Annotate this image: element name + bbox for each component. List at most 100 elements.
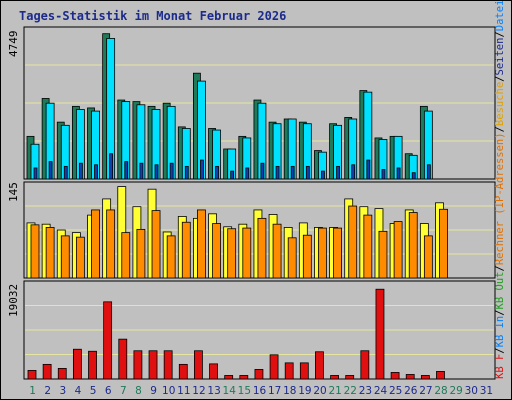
x-tick-label: 7 (120, 385, 127, 397)
bar-rechner (106, 209, 116, 279)
bar-seiten (33, 167, 38, 180)
bar-seiten (381, 169, 386, 180)
bar-seiten (245, 167, 250, 180)
bar-kb (57, 368, 67, 380)
x-tick-label: 22 (344, 385, 357, 397)
bar-rechner (318, 227, 327, 279)
bar-rechner (75, 236, 85, 279)
bar-rechner (242, 227, 252, 279)
y-axis-max-label: 19032 (7, 283, 20, 317)
bar-kb (178, 363, 188, 380)
bar-rechner (60, 235, 70, 279)
bar-seiten (426, 164, 431, 180)
bar-seiten (260, 162, 265, 180)
bar-kb (42, 363, 52, 380)
bar-seiten (366, 159, 371, 180)
bar-kb (330, 375, 339, 380)
bar-seiten (78, 162, 83, 180)
legend-vertical: KB F/KB In/KB Out/Rechner (IP-Adressen)/… (494, 1, 506, 379)
bar-seiten (396, 167, 401, 180)
bar-kb (27, 370, 37, 380)
bar-rechner (272, 223, 282, 279)
bar-seiten (230, 170, 235, 180)
bar-rechner (348, 205, 358, 279)
x-tick-label: 12 (192, 385, 205, 397)
x-tick-label: 25 (389, 385, 402, 397)
bar-kb (103, 301, 113, 380)
bar-seiten (48, 161, 53, 180)
bar-rechner (333, 227, 342, 279)
bar-rechner (45, 227, 55, 279)
bar-kb (299, 362, 309, 380)
bar-seiten (215, 165, 219, 180)
legend-entry: Besuche (494, 81, 506, 127)
bar-kb (118, 338, 128, 380)
bar-rechner (91, 209, 100, 279)
x-tick-label: 5 (90, 385, 97, 397)
bar-rechner (227, 228, 237, 279)
bar-kb (72, 348, 82, 380)
legend-entry: / (494, 31, 506, 38)
bar-rechner (121, 232, 131, 279)
bar-kb (420, 375, 430, 380)
x-tick-label: 6 (105, 385, 112, 397)
bar-rechner (423, 235, 433, 279)
x-tick-label: 16 (253, 385, 267, 397)
bar-seiten (411, 172, 416, 180)
x-tick-label: 9 (150, 385, 157, 397)
x-tick-label: 23 (359, 385, 372, 397)
x-tick-label: 10 (162, 385, 175, 397)
bar-seiten (139, 162, 144, 180)
x-tick-label: 30 (465, 385, 478, 397)
bar-rechner (197, 209, 206, 279)
bar-kb (224, 375, 234, 380)
bar-kb (405, 374, 415, 380)
x-tick-label: 15 (238, 385, 251, 397)
legend-entry: / (494, 265, 506, 272)
bar-seiten (124, 161, 129, 180)
legend-entry: KB F (494, 353, 506, 379)
bar-kb (345, 375, 355, 380)
x-tick-label: 20 (313, 385, 326, 397)
bar-kb (390, 372, 400, 380)
x-tick-label: 8 (135, 385, 142, 397)
bar-rechner (30, 224, 40, 279)
x-tick-label: 17 (268, 385, 281, 397)
bar-seiten (351, 164, 356, 180)
x-tick-label: 13 (207, 385, 220, 397)
x-tick-label: 21 (328, 385, 341, 397)
x-tick-label: 27 (419, 385, 432, 397)
bar-seiten (184, 165, 189, 180)
bar-rechner (151, 210, 161, 279)
bar-kb (360, 350, 370, 380)
bar-rechner (363, 214, 373, 279)
legend-entry: Rechner (IP-Adressen) (494, 132, 506, 266)
bar-kb (148, 350, 158, 380)
bar-rechner (393, 221, 403, 279)
bar-seiten (200, 159, 204, 180)
x-tick-label: 4 (75, 385, 82, 397)
legend-entry: / (494, 126, 506, 133)
bar-kb (209, 363, 218, 380)
bar-rechner (302, 234, 312, 279)
bar-rechner (378, 230, 388, 279)
x-tick-label: 14 (223, 385, 237, 397)
bar-kb (375, 288, 385, 380)
bar-seiten (290, 165, 295, 180)
x-tick-label: 1 (29, 385, 36, 397)
x-tick-label: 29 (449, 385, 462, 397)
x-tick-label: 19 (298, 385, 311, 397)
bar-seiten (305, 165, 310, 180)
bar-kb (239, 375, 249, 380)
bar-rechner (136, 228, 146, 279)
legend-entry: / (494, 75, 506, 82)
legend-entry: / (494, 347, 506, 354)
x-tick-label: 31 (480, 385, 493, 397)
bar-seiten (109, 153, 114, 180)
bar-seiten (336, 165, 340, 180)
x-tick-label: 11 (177, 385, 190, 397)
bar-seiten (169, 162, 174, 180)
bar-kb (194, 350, 203, 380)
